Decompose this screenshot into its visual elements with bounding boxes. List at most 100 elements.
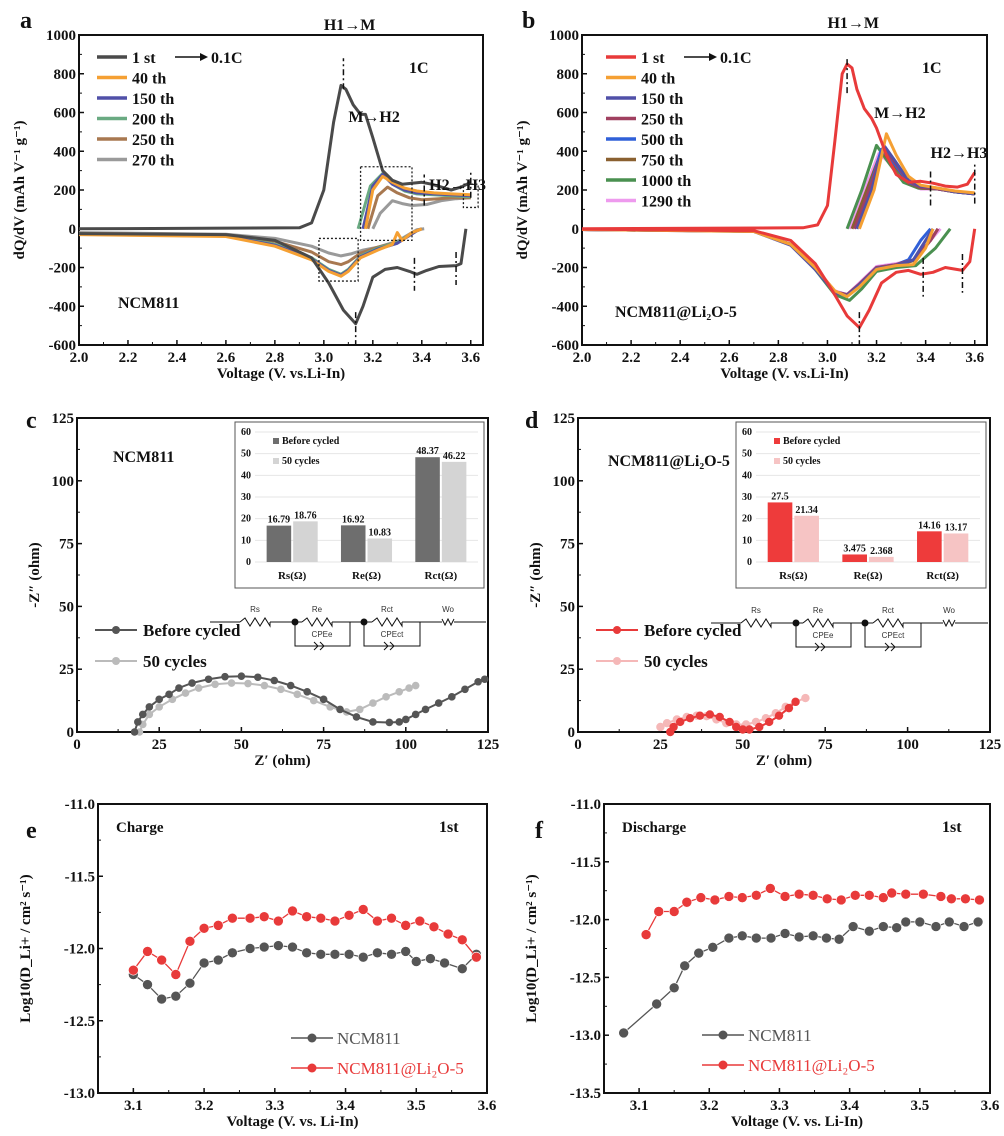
panel-label: d (525, 408, 539, 434)
data-point (156, 993, 167, 1005)
y-tick-label: 125 (553, 411, 576, 427)
inset-y-tick-label: 60 (742, 427, 752, 438)
inset-y-tick-label: 30 (241, 492, 251, 503)
y-axis-label: Log10(D_Li+ / cm² s⁻¹) (524, 874, 540, 1022)
data-point (679, 960, 691, 972)
y-tick-label: 0 (67, 725, 75, 741)
series-charge-line (581, 62, 976, 231)
y-axis-label: -Z″ (ohm) (27, 542, 43, 607)
series-charge-line (366, 185, 471, 230)
circuit-label: Rct (381, 605, 394, 614)
y-axis-label: -Z″ (ohm) (528, 542, 544, 607)
y-tick-label: 600 (54, 106, 77, 122)
x-axis-label: Z′ (ohm) (254, 753, 310, 769)
mode-label: Discharge (622, 820, 686, 836)
legend-label: 40 th (641, 71, 675, 88)
data-point (301, 911, 312, 923)
y-axis-label: Log10(D_Li+ / cm² s⁻¹) (18, 874, 34, 1022)
inset-x-tick-label: Rct(Ω) (425, 570, 458, 582)
inset-bar-chart: 0 10 20 30 40 50 60 27.5 21.34 Rs(Ω) 3.475 2.368 Re(… (735, 421, 987, 589)
data-point (793, 888, 805, 900)
inset-y-tick-label: 0 (246, 557, 251, 568)
highlight-box (359, 166, 413, 242)
inset-bar-value: 48.37 (416, 446, 439, 457)
data-point (653, 906, 665, 917)
data-point (807, 930, 819, 942)
inset-bar (441, 461, 467, 562)
data-point (972, 916, 984, 928)
data-point (428, 921, 440, 933)
legend-label: NCM811 (748, 1026, 812, 1045)
data-point (709, 894, 721, 906)
x-tick-label: 3.4 (840, 1098, 859, 1114)
y-axis-label: dQ/dV (mAh V⁻¹ g⁻¹) (12, 121, 28, 260)
legend-label: 250 th (641, 112, 683, 129)
panel-b: b 2.0 2.2 2.4 2.6 2.8 3.0 3.2 3.4 3.6 -600 -400 -200… (515, 8, 988, 382)
legend-label: 1290 th (641, 194, 691, 211)
data-point (675, 717, 685, 727)
series-discharge-line (581, 227, 940, 298)
y-tick-label: -200 (552, 261, 580, 277)
y-tick-label: -600 (49, 338, 77, 354)
x-tick-label: 100 (395, 737, 418, 753)
circuit-label: Re (813, 606, 824, 615)
cpe-branch (363, 622, 421, 647)
sample-label: NCM811 (118, 295, 179, 312)
data-point (736, 930, 748, 942)
inset-bar (767, 502, 793, 562)
x-tick-label: 75 (316, 737, 331, 753)
resistor-icon (740, 618, 772, 629)
inset-bar-value: 16.79 (268, 515, 291, 526)
x-tick-label: 3.6 (981, 1098, 1000, 1114)
data-point (738, 725, 747, 734)
x-tick-label: 2.8 (769, 350, 788, 366)
data-point (745, 725, 754, 734)
y-tick-label: -400 (49, 299, 77, 315)
legend-label: 1 st (132, 50, 156, 67)
data-point (943, 916, 955, 928)
x-tick-label: 25 (152, 737, 167, 753)
series-charge-line (364, 174, 471, 230)
cpe-icon (814, 642, 826, 652)
y-tick-label: 50 (560, 599, 575, 615)
data-point (400, 946, 411, 957)
phase-annotation: H1→M (827, 15, 879, 32)
data-point (287, 905, 298, 917)
inset-x-tick-label: Rs(Ω) (278, 570, 307, 582)
data-point (175, 684, 183, 692)
data-point (352, 713, 361, 721)
legend-note: 0.1C (720, 50, 752, 67)
sample-label: NCM811 (113, 449, 174, 466)
inset-y-tick-label: 20 (241, 514, 251, 525)
highlight-box (462, 183, 479, 209)
data-point (411, 710, 420, 719)
resistor-icon (371, 617, 403, 628)
data-point (128, 964, 139, 976)
legend-marker (613, 626, 621, 634)
series-discharge-line (78, 227, 423, 278)
inset-bar-value: 14.16 (918, 520, 941, 531)
data-point (662, 719, 672, 728)
legend-label: Before cycled (143, 621, 241, 640)
data-point (204, 675, 213, 684)
x-axis-label: Voltage (V. vs.Li-In) (720, 366, 848, 382)
x-tick-label: 3.4 (336, 1098, 355, 1114)
data-point (369, 718, 377, 726)
data-point (765, 883, 776, 894)
y-tick-label: 600 (557, 106, 580, 122)
x-tick-label: 3.6 (965, 350, 984, 366)
data-point (155, 695, 163, 704)
legend-marker (112, 657, 120, 665)
y-tick-label: -11.5 (65, 869, 95, 885)
x-tick-label: 2.4 (168, 350, 187, 366)
inset-legend-label: 50 cycles (783, 456, 821, 467)
legend-label: 250 th (132, 132, 174, 149)
x-tick-label: 2.0 (70, 350, 89, 366)
inset-legend-swatch (774, 438, 780, 444)
data-point (293, 690, 302, 699)
data-point (357, 904, 369, 915)
y-tick-label: 1000 (549, 28, 579, 44)
data-point (410, 956, 422, 967)
y-tick-label: 0 (572, 222, 580, 238)
